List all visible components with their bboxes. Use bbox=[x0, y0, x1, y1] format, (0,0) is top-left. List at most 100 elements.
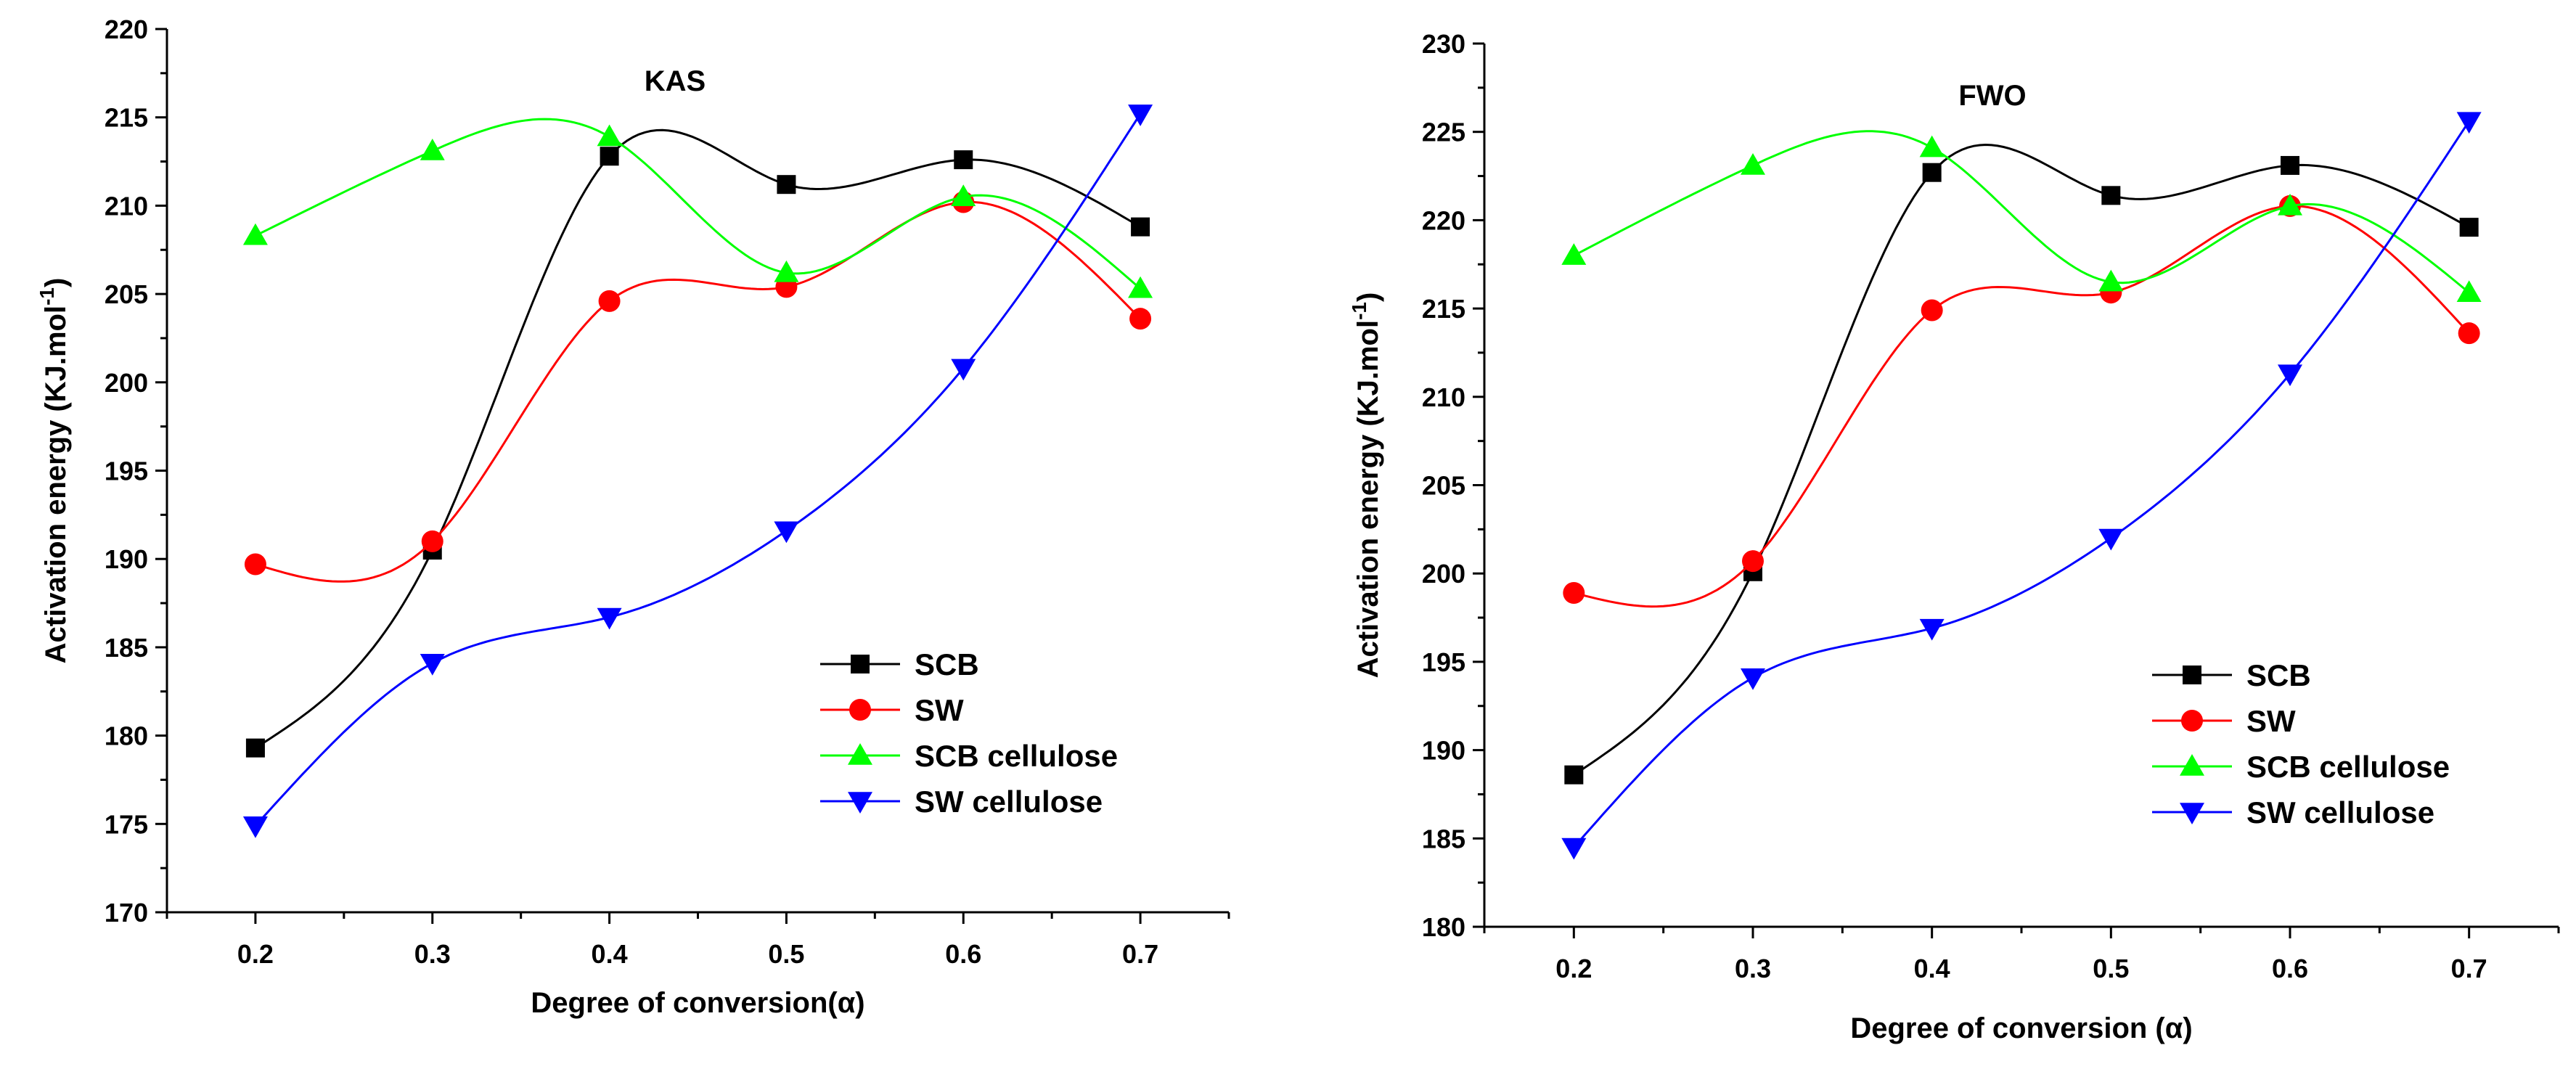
series-line bbox=[1573, 205, 2470, 608]
x-tick-label: 0.3 bbox=[1735, 954, 1771, 983]
legend: SCB SW SCB cellulose SW cellulose bbox=[820, 647, 1118, 819]
data-point bbox=[1131, 217, 1150, 237]
data-point bbox=[2459, 218, 2479, 237]
data-point bbox=[774, 260, 799, 282]
series-line bbox=[255, 200, 1142, 583]
y-tick-label: 195 bbox=[105, 456, 148, 486]
legend: SCB SW SCB cellulose SW cellulose bbox=[2152, 658, 2450, 830]
y-tick-label: 220 bbox=[1422, 205, 1465, 235]
data-point bbox=[245, 738, 265, 758]
y-axis-label-main: Activation energy (KJ.mol bbox=[1352, 320, 1384, 678]
y-axis-label: Activation energy (KJ.mol-1) bbox=[1348, 292, 1384, 679]
y-axis-label: Activation energy (KJ.mol-1) bbox=[36, 278, 72, 664]
y-tick-label: 180 bbox=[1422, 912, 1465, 942]
y-tick-label: 190 bbox=[1422, 736, 1465, 766]
x-tick-label: 0.7 bbox=[1122, 939, 1158, 969]
series-line bbox=[255, 118, 1142, 290]
data-point bbox=[597, 124, 622, 147]
data-point bbox=[2458, 322, 2480, 345]
series-sw-cellulose bbox=[242, 105, 1153, 838]
data-point bbox=[774, 521, 799, 544]
legend-label: SCB bbox=[915, 647, 979, 681]
data-point bbox=[2278, 193, 2302, 216]
data-point bbox=[2098, 269, 2124, 292]
y-tick-label: 230 bbox=[1422, 29, 1465, 59]
legend-label: SW cellulose bbox=[2246, 795, 2434, 830]
data-point bbox=[1919, 135, 1945, 157]
y-tick-label: 210 bbox=[105, 191, 148, 221]
legend-marker bbox=[849, 699, 871, 721]
y-tick-label: 205 bbox=[105, 279, 148, 309]
x-axis-label: Degree of conversion (α) bbox=[1850, 1012, 2192, 1044]
data-point bbox=[951, 184, 976, 206]
x-tick-label: 0.6 bbox=[2272, 954, 2308, 983]
data-point bbox=[242, 223, 268, 245]
legend-label: SW cellulose bbox=[915, 785, 1103, 819]
y-tick-label: 185 bbox=[105, 633, 148, 663]
y-tick-label: 200 bbox=[105, 368, 148, 398]
data-point bbox=[1921, 299, 1943, 322]
data-point bbox=[1922, 163, 1942, 182]
data-point bbox=[597, 607, 622, 630]
y-tick-label: 220 bbox=[105, 15, 148, 44]
series-line bbox=[1573, 120, 2470, 848]
data-point bbox=[1741, 152, 1765, 175]
x-tick-label: 0.4 bbox=[592, 939, 628, 969]
data-point bbox=[1129, 308, 1152, 330]
data-point bbox=[600, 147, 619, 166]
data-point bbox=[1564, 765, 1584, 785]
y-axis-label-sup: -1 bbox=[1348, 302, 1370, 320]
data-point bbox=[598, 290, 621, 312]
legend-label: SCB cellulose bbox=[915, 739, 1118, 773]
x-tick-label: 0.5 bbox=[768, 939, 804, 969]
y-tick-label: 180 bbox=[105, 721, 148, 751]
data-point bbox=[1128, 105, 1153, 126]
x-tick-label: 0.2 bbox=[237, 939, 274, 969]
series-scb-cellulose bbox=[1561, 130, 2482, 302]
legend-marker bbox=[848, 743, 872, 765]
data-point bbox=[1561, 243, 1587, 265]
data-point bbox=[420, 138, 445, 160]
series-line bbox=[1573, 130, 2470, 294]
legend-label: SCB bbox=[2246, 658, 2311, 692]
data-point bbox=[2281, 155, 2299, 175]
data-point bbox=[1741, 668, 1765, 690]
y-tick-label: 225 bbox=[1422, 118, 1465, 147]
series-scb bbox=[245, 128, 1150, 758]
chart-title: FWO bbox=[1958, 80, 2026, 112]
legend-label: SCB cellulose bbox=[2246, 750, 2450, 784]
y-axis-label-close: ) bbox=[40, 278, 72, 287]
data-point bbox=[242, 816, 268, 838]
data-point bbox=[954, 150, 973, 170]
series-line bbox=[255, 128, 1141, 749]
y-tick-label: 215 bbox=[105, 103, 148, 133]
data-point bbox=[244, 553, 266, 576]
x-tick-label: 0.3 bbox=[414, 939, 451, 969]
y-axis-label-main: Activation energy (KJ.mol bbox=[40, 306, 72, 663]
data-point bbox=[1563, 581, 1585, 604]
x-tick-label: 0.2 bbox=[1555, 954, 1592, 983]
data-point bbox=[420, 654, 445, 676]
series-sw-cellulose bbox=[1561, 112, 2482, 860]
y-tick-label: 175 bbox=[105, 809, 148, 839]
series-scb-cellulose bbox=[242, 118, 1153, 298]
legend-marker bbox=[848, 792, 872, 814]
y-tick-label: 185 bbox=[1422, 824, 1465, 853]
data-point bbox=[1742, 550, 1764, 573]
data-point bbox=[2278, 364, 2302, 387]
series-line bbox=[1573, 143, 2470, 776]
y-tick-label: 210 bbox=[1422, 382, 1465, 412]
legend-label: SW bbox=[915, 693, 964, 727]
x-tick-label: 0.7 bbox=[2451, 954, 2487, 983]
y-tick-label: 205 bbox=[1422, 471, 1465, 501]
y-tick-label: 215 bbox=[1422, 294, 1465, 324]
x-tick-label: 0.4 bbox=[1914, 954, 1950, 983]
legend-marker bbox=[851, 655, 870, 673]
chart-panel-1: 170 175 180 185 190 195 200 205 210 215 220 0.2 0.3 0… bbox=[36, 15, 1230, 1019]
y-tick-label: 170 bbox=[105, 898, 148, 927]
data-point bbox=[2098, 528, 2124, 551]
chart-title: KAS bbox=[645, 65, 706, 97]
y-tick-label: 190 bbox=[105, 544, 148, 574]
